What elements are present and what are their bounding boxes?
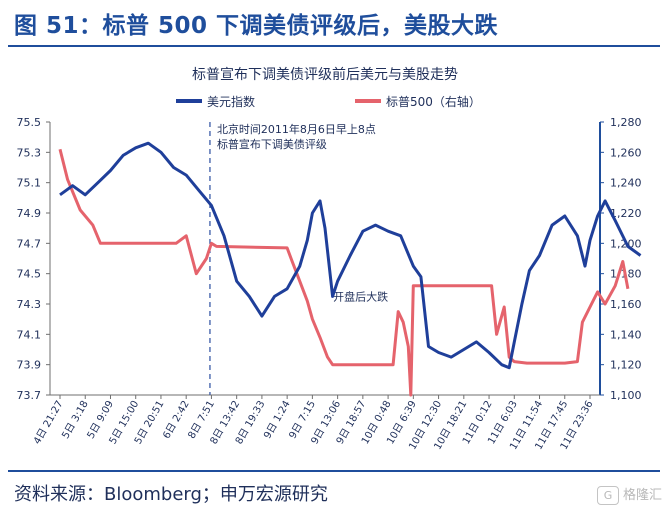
watermark-logo-icon: G (596, 486, 619, 505)
left-tick-label: 74.7 (17, 237, 42, 250)
downgrade-annotation: 标普宣布下调美债评级 (217, 137, 327, 151)
x-tick-label: 4日 21:27 (32, 399, 66, 446)
downgrade-annotation: 北京时间2011年8月6日早上8点 (217, 122, 376, 136)
right-tick-label: 1,120 (610, 359, 642, 372)
figure-title: 图 51：标普 500 下调美债评级后，美股大跌 (14, 13, 499, 39)
source-note: 资料来源：Bloomberg；申万宏源研究 (14, 484, 328, 505)
watermark-text: 格隆汇 (622, 488, 662, 503)
usd-line (59, 141, 642, 370)
source-rule (8, 470, 660, 472)
right-tick-label: 1,220 (610, 207, 642, 220)
legend-spx-label: 标普500（右轴） (386, 94, 481, 109)
left-tick-label: 73.7 (17, 389, 42, 402)
right-tick-label: 1,100 (610, 389, 642, 402)
left-tick-label: 73.9 (17, 359, 42, 372)
watermark: G 格隆汇 (596, 484, 662, 505)
left-tick-label: 74.1 (17, 328, 42, 341)
legend-usd-label: 美元指数 (207, 94, 255, 109)
left-tick-label: 74.3 (17, 298, 42, 311)
left-tick-label: 74.5 (17, 268, 42, 281)
open-drop-annotation: 开盘后大跌 (333, 289, 388, 303)
spx-line (58, 148, 630, 397)
right-tick-label: 1,140 (610, 328, 642, 341)
right-tick-label: 1,160 (610, 298, 642, 311)
right-tick-label: 1,260 (610, 146, 642, 159)
chart-title: 标普宣布下调美债评级前后美元与美股走势 (192, 66, 458, 83)
left-tick-label: 75.1 (17, 177, 42, 190)
right-tick-label: 1,240 (610, 177, 642, 190)
left-tick-label: 75.3 (17, 146, 42, 159)
left-tick-label: 75.5 (17, 116, 42, 129)
title-rule (8, 45, 660, 47)
right-tick-label: 1,280 (610, 116, 642, 129)
left-tick-label: 74.9 (17, 207, 42, 220)
